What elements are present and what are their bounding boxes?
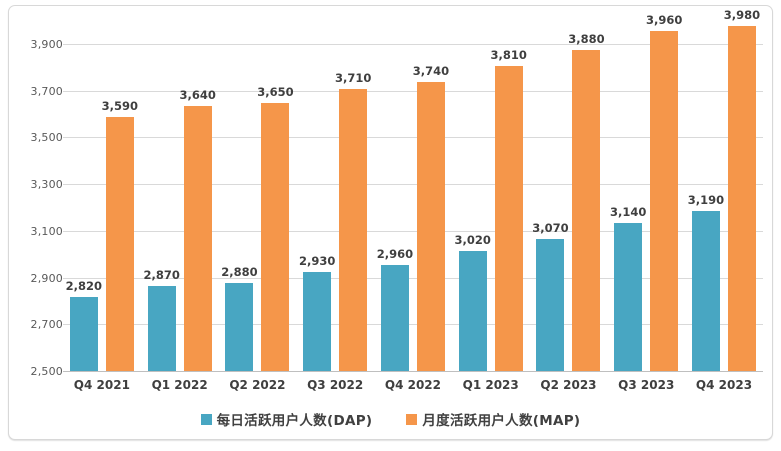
x-tick-label: Q3 2022 [307, 378, 364, 392]
bar-value-label: 3,650 [257, 85, 294, 100]
legend-item-dap: 每日活跃用户人数(DAP) [200, 409, 373, 429]
bar-group-q4-2021: 2,820 3,590 [66, 6, 138, 372]
bar-dap: 2,960 [377, 247, 413, 372]
x-tick-label: Q1 2023 [462, 378, 519, 392]
y-tick-label: 2,900 [30, 271, 63, 285]
bar-dap: 3,190 [688, 193, 724, 372]
x-tick-label: Q4 2022 [384, 378, 442, 392]
bar-value-label: 3,740 [412, 64, 450, 79]
bar-value-label: 2,880 [221, 265, 258, 280]
bar-map: 3,960 [646, 13, 682, 372]
bar-value-label: 2,960 [376, 246, 414, 261]
gridline [63, 137, 763, 139]
bar-group-q4-2022: 2,960 3,740 [377, 6, 449, 372]
y-tick-label: 3,700 [30, 84, 63, 98]
bar-map: 3,710 [335, 71, 371, 372]
bar-map: 3,640 [179, 88, 216, 372]
bar-groups: 2,820 3,590 2,870 3,640 2,880 3,650 2,930 3,710… [63, 6, 763, 372]
gridline [63, 230, 763, 232]
bar-group-q3-2022: 2,930 3,710 [299, 6, 371, 372]
bar-group-q1-2022: 2,870 3,640 [143, 6, 216, 372]
y-tick-label: 2,700 [30, 318, 63, 332]
bar-value-label: 3,640 [179, 87, 216, 102]
bar-value-label: 3,590 [101, 99, 139, 114]
x-tick-label: Q3 2023 [618, 378, 675, 392]
bar-value-label: 2,870 [143, 267, 180, 282]
bar-group-q1-2023: 3,020 3,810 [455, 6, 527, 372]
bar-dap: 3,070 [532, 221, 569, 372]
x-tick-label: Q2 2023 [540, 378, 597, 392]
bar-value-label: 3,070 [532, 220, 569, 235]
map-legend-swatch-icon [406, 413, 418, 425]
bar-value-label: 3,710 [334, 71, 372, 86]
bar-dap: 3,020 [455, 233, 491, 372]
x-axis-tick-labels: Q4 2021 Q1 2022 Q2 2022 Q3 2022 Q4 2022 Q1 20… [63, 6, 763, 439]
bar-group-q4-2023: 3,190 3,980 [688, 6, 760, 372]
legend-label-map: 月度活跃用户人数(MAP) [422, 413, 581, 429]
bar-value-label: 3,190 [687, 192, 725, 207]
chart-container: 2,820 3,590 2,870 3,640 2,880 3,650 2,930 3,710… [8, 5, 773, 440]
x-tick-label: Q4 2021 [73, 378, 130, 392]
bar-value-label: 3,980 [723, 8, 761, 23]
bar-value-label: 2,820 [65, 279, 103, 294]
dap-legend-swatch-icon [200, 413, 212, 425]
y-tick-label: 3,300 [30, 178, 63, 192]
bar-value-label: 3,960 [646, 13, 683, 27]
gridline [63, 324, 763, 326]
y-tick-label: 2,500 [30, 365, 63, 378]
plot-area: 2,820 3,590 2,870 3,640 2,880 3,650 2,930 3,710… [63, 6, 763, 372]
bar-group-q2-2022: 2,880 3,650 [221, 6, 294, 372]
bar-dap: 2,870 [143, 268, 180, 372]
bar-value-label: 3,140 [610, 204, 647, 219]
bar-dap: 2,930 [299, 254, 335, 372]
bar-value-label: 3,880 [568, 31, 605, 46]
x-axis-line [63, 371, 763, 372]
bar-map: 3,590 [102, 99, 138, 372]
y-tick-label: 3,100 [30, 224, 63, 238]
bar-map: 3,980 [724, 8, 760, 372]
gridline [63, 44, 763, 45]
x-tick-label: Q1 2022 [151, 378, 208, 392]
bar-dap: 3,140 [610, 205, 646, 372]
bar-map: 3,650 [257, 85, 294, 372]
bar-value-label: 2,930 [298, 253, 336, 268]
legend-item-map: 月度活跃用户人数(MAP) [406, 409, 580, 429]
legend-label-dap: 每日活跃用户人数(DAP) [216, 413, 373, 429]
x-tick-label: Q4 2023 [695, 378, 753, 392]
bar-group-q2-2023: 3,070 3,880 [532, 6, 605, 372]
y-axis-tick-labels: 2,500 2,700 2,900 3,100 3,300 3,500 3,700 3,900 [9, 6, 769, 439]
x-tick-label: Q2 2022 [229, 378, 286, 392]
bar-dap: 2,820 [66, 279, 102, 372]
bar-map: 3,880 [568, 32, 605, 372]
gridline [63, 184, 763, 186]
bar-value-label: 3,810 [490, 48, 527, 63]
gridline [63, 277, 763, 279]
y-tick-label: 3,500 [30, 131, 63, 145]
bar-map: 3,740 [413, 64, 449, 372]
bar-group-q3-2023: 3,140 3,960 [610, 6, 682, 372]
bar-map: 3,810 [491, 48, 527, 372]
y-tick-label: 3,900 [30, 38, 63, 51]
bar-value-label: 3,020 [454, 232, 491, 247]
bar-dap: 2,880 [221, 265, 258, 372]
gridline [63, 90, 763, 92]
chart-legend: 每日活跃用户人数(DAP) 月度活跃用户人数(MAP) [9, 409, 772, 429]
